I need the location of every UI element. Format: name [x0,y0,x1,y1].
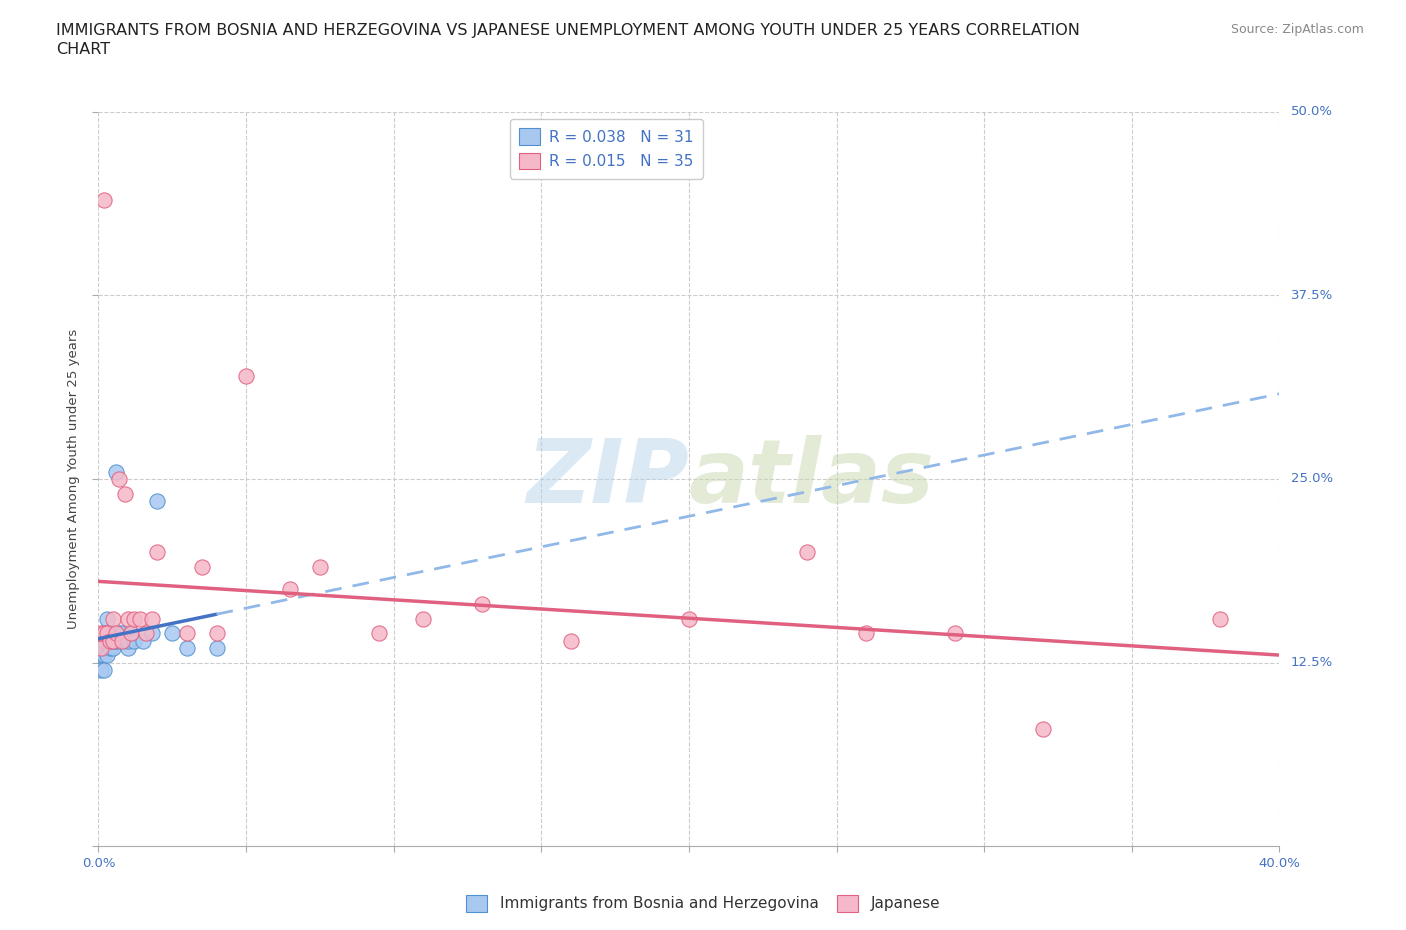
Point [678,611,700,626]
Point [96,626,118,641]
Point [117,641,139,656]
Point [103,633,125,648]
Point [90,662,112,677]
Point [205,641,228,656]
Point [117,633,139,648]
Point [205,626,228,641]
Text: Source: ZipAtlas.com: Source: ZipAtlas.com [1230,23,1364,36]
Point [103,633,125,648]
Point [96,648,118,663]
Point [235,368,257,383]
Point [96,611,118,626]
Point [855,626,877,641]
Text: 12.5%: 12.5% [1291,657,1333,669]
Point [560,633,582,648]
Point [132,633,155,648]
Point [120,626,142,641]
Point [93,626,115,641]
Point [412,611,434,626]
Point [103,641,125,656]
Point [117,611,139,626]
Y-axis label: Unemployment Among Youth under 25 years: Unemployment Among Youth under 25 years [66,329,80,629]
Point [90,626,112,641]
Point [309,560,332,575]
Point [90,641,112,656]
Point [90,641,112,656]
Text: 50.0%: 50.0% [1291,105,1333,118]
Point [120,626,142,641]
Point [176,626,198,641]
Point [1209,611,1232,626]
Legend: Immigrants from Bosnia and Herzegovina, Japanese: Immigrants from Bosnia and Herzegovina, … [460,889,946,918]
Point [146,545,169,560]
Point [191,560,214,575]
Point [93,633,115,648]
Point [103,626,125,641]
Legend: R = 0.038   N = 31, R = 0.015   N = 35: R = 0.038 N = 31, R = 0.015 N = 35 [509,119,703,179]
Text: 25.0%: 25.0% [1291,472,1333,485]
Point [103,611,125,626]
Point [93,662,115,677]
Point [135,626,157,641]
Point [93,648,115,663]
Point [105,626,128,641]
Point [108,626,131,641]
Point [128,611,150,626]
Point [98,633,121,648]
Point [93,193,115,207]
Point [146,494,169,509]
Point [114,486,136,501]
Point [96,626,118,641]
Point [105,464,128,479]
Point [1032,722,1054,737]
Point [162,626,183,641]
Point [111,626,134,641]
Point [141,611,163,626]
Point [105,633,128,648]
Point [98,641,121,656]
Point [796,545,818,560]
Point [108,633,131,648]
Point [122,611,145,626]
Point [111,633,134,648]
Point [90,648,112,663]
Point [141,626,163,641]
Point [176,641,198,656]
Text: CHART: CHART [56,42,110,57]
Point [471,596,494,611]
Text: IMMIGRANTS FROM BOSNIA AND HERZEGOVINA VS JAPANESE UNEMPLOYMENT AMONG YOUTH UNDE: IMMIGRANTS FROM BOSNIA AND HERZEGOVINA V… [56,23,1080,38]
Point [280,582,302,597]
Point [122,633,145,648]
Point [368,626,391,641]
Point [98,633,121,648]
Point [108,472,131,486]
Text: ZIP: ZIP [526,435,689,523]
Text: 37.5%: 37.5% [1291,289,1333,301]
Point [114,633,136,648]
Point [943,626,966,641]
Point [93,641,115,656]
Text: atlas: atlas [689,435,935,523]
